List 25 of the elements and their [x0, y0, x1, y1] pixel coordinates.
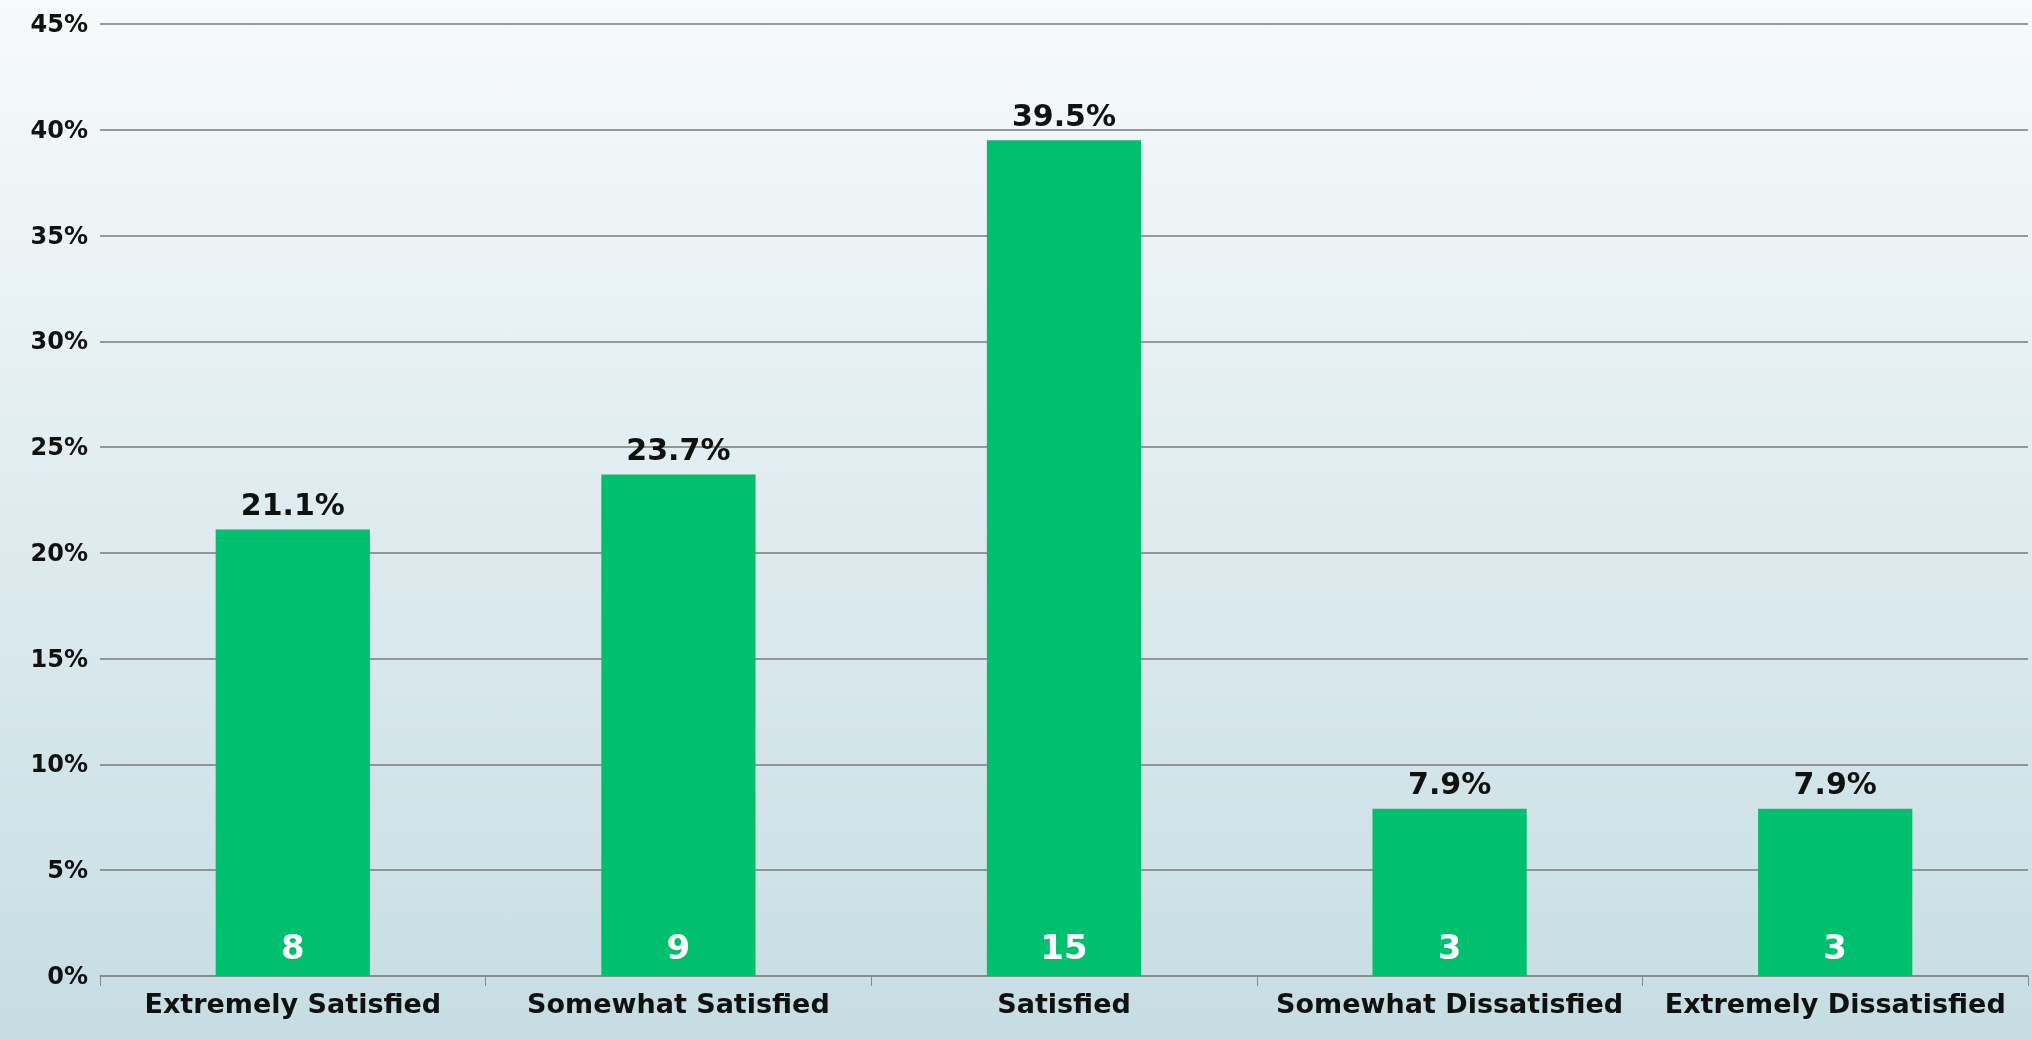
y-tick-label: 5%	[47, 856, 88, 885]
data-label: 21.1%	[240, 487, 345, 523]
data-label: 39.5%	[1011, 97, 1117, 133]
data-label: 7.9%	[1793, 766, 1877, 802]
y-tick-label: 40%	[30, 115, 88, 144]
data-label: 7.9%	[1408, 766, 1492, 802]
annotation: 9	[666, 927, 691, 967]
annotation: 3	[1437, 927, 1462, 967]
x-tick-label: Satisfied	[997, 988, 1131, 1019]
x-tick-label: Somewhat Satisfied	[527, 988, 830, 1019]
y-tick-label: 10%	[30, 750, 88, 779]
annotation: 3	[1823, 927, 1848, 967]
y-tick-label: 45%	[30, 10, 88, 38]
y-tick-label: 15%	[30, 644, 88, 673]
y-tick-label: 20%	[30, 538, 88, 567]
y-tick-label: 25%	[30, 433, 88, 462]
x-tick-label: Extremely Dissatisfied	[1664, 988, 2006, 1019]
y-tick-label: 30%	[30, 327, 88, 356]
data-label: 23.7%	[626, 432, 731, 468]
annotation: 8	[280, 927, 305, 967]
annotation: 15	[1040, 927, 1088, 967]
y-tick-label: 35%	[30, 221, 88, 250]
x-tick-label: Somewhat Dissatisfied	[1276, 988, 1624, 1019]
y-tick-label: 0%	[47, 962, 88, 990]
x-tick-label: Extremely Satisfied	[144, 988, 442, 1019]
